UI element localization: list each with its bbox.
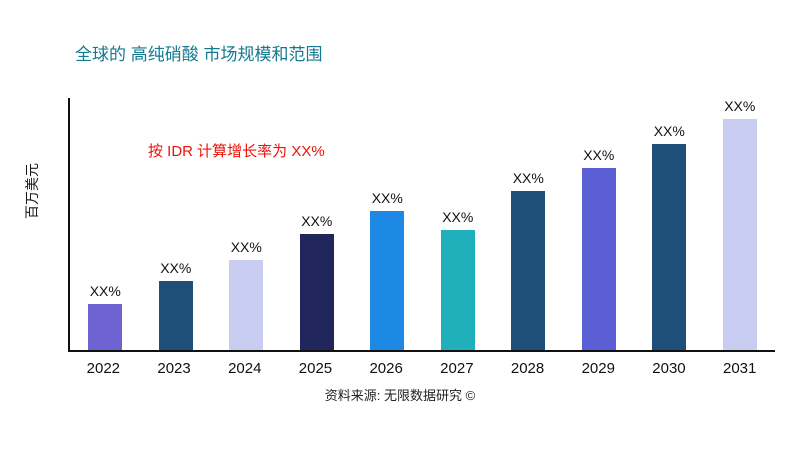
bar-2025 bbox=[299, 234, 334, 350]
plot-area: XX% XX% XX% XX% XX% XX% XX% XX% XX% XX% bbox=[68, 98, 775, 352]
bar-value-label-2026: XX% bbox=[371, 190, 403, 206]
bar-column-2027: XX% bbox=[423, 98, 494, 350]
bar-2026 bbox=[370, 211, 405, 350]
bar-value-label-2023: XX% bbox=[160, 260, 192, 276]
bar-value-label-2025: XX% bbox=[301, 213, 333, 229]
bar-column-2031: XX% bbox=[705, 98, 776, 350]
bars-container: XX% XX% XX% XX% XX% XX% XX% XX% XX% XX% bbox=[70, 98, 775, 350]
x-tick-2025: 2025 bbox=[298, 360, 333, 377]
x-tick-2022: 2022 bbox=[86, 360, 121, 377]
bar-column-2028: XX% bbox=[493, 98, 564, 350]
chart-area: XX% XX% XX% XX% XX% XX% XX% XX% XX% XX% 2022 2023 2… bbox=[68, 98, 775, 377]
bar-value-label-2022: XX% bbox=[89, 283, 121, 299]
bar-2027 bbox=[440, 230, 475, 350]
y-axis-label: 百万美元 bbox=[24, 163, 40, 219]
x-tick-2026: 2026 bbox=[369, 360, 403, 377]
growth-annotation: 按 IDR 计算增长率为 XX% bbox=[148, 143, 325, 160]
x-tick-2030: 2030 bbox=[652, 360, 686, 377]
bar-value-label-2029: XX% bbox=[583, 147, 615, 163]
bar-2029 bbox=[581, 168, 616, 350]
x-tick-2029: 2029 bbox=[581, 360, 615, 377]
bar-column-2023: XX% bbox=[141, 98, 212, 350]
bar-value-label-2027: XX% bbox=[442, 209, 474, 225]
bar-column-2026: XX% bbox=[352, 98, 423, 350]
x-tick-2027: 2027 bbox=[440, 360, 474, 377]
x-tick-2028: 2028 bbox=[510, 360, 545, 377]
x-axis-labels: 2022 2023 2024 2025 2026 2027 2028 2029 2030 2031 bbox=[68, 360, 775, 377]
bar-2028 bbox=[511, 191, 546, 350]
bar-2030 bbox=[652, 144, 687, 350]
bar-value-label-2031: XX% bbox=[724, 98, 756, 114]
source-text: 资料来源: 无限数据研究 © bbox=[324, 388, 476, 403]
x-tick-2023: 2023 bbox=[157, 360, 191, 377]
x-tick-2024: 2024 bbox=[228, 360, 262, 377]
bar-column-2025: XX% bbox=[282, 98, 353, 350]
bar-column-2024: XX% bbox=[211, 98, 282, 350]
chart-title: 全球的 高纯硝酸 市场规模和范围 bbox=[75, 45, 323, 64]
bar-2031 bbox=[722, 119, 757, 350]
bar-value-label-2024: XX% bbox=[230, 239, 262, 255]
bar-2022 bbox=[88, 304, 123, 350]
bar-column-2022: XX% bbox=[70, 98, 141, 350]
bar-column-2029: XX% bbox=[564, 98, 635, 350]
bar-value-label-2030: XX% bbox=[653, 123, 685, 139]
bar-column-2030: XX% bbox=[634, 98, 705, 350]
x-tick-2031: 2031 bbox=[722, 360, 757, 377]
bar-2023 bbox=[158, 281, 193, 350]
bar-value-label-2028: XX% bbox=[512, 170, 544, 186]
bar-2024 bbox=[229, 260, 264, 350]
